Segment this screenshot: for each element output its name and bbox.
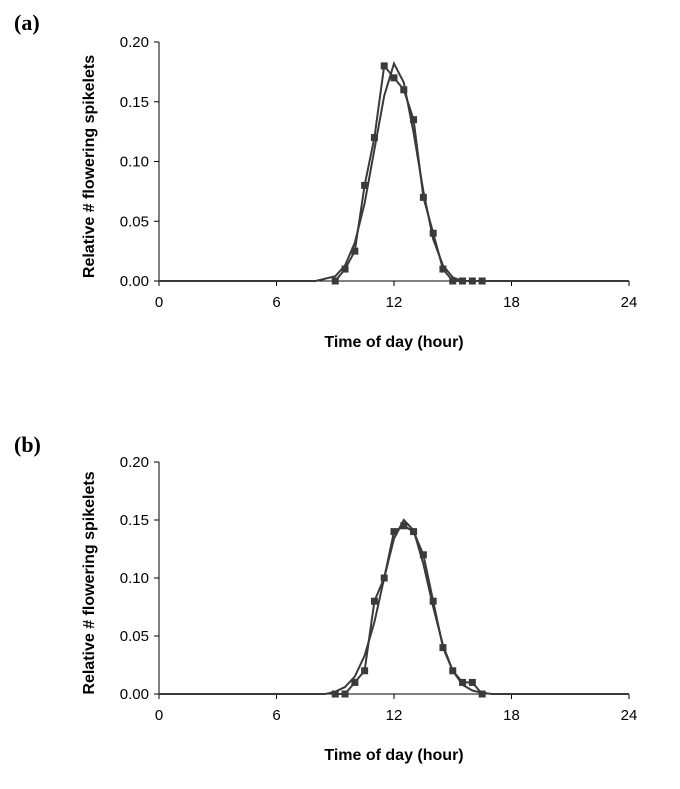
- panel-label: (b): [14, 432, 41, 457]
- data-point-marker: [361, 667, 369, 675]
- data-point-marker: [429, 597, 437, 605]
- data-point-marker: [400, 522, 408, 530]
- data-point-marker: [341, 690, 349, 698]
- data-point-marker: [351, 678, 359, 686]
- data-point-marker: [429, 229, 437, 237]
- x-axis-title: Time of day (hour): [324, 747, 463, 764]
- data-point-marker: [439, 265, 447, 273]
- y-tick-label: 0.15: [120, 512, 149, 529]
- y-tick-label: 0.10: [120, 154, 149, 171]
- data-point-marker: [351, 247, 359, 255]
- data-point-marker: [380, 62, 388, 70]
- x-tick-label: 12: [386, 707, 403, 724]
- data-point-marker: [449, 277, 457, 285]
- observed-line-series: [335, 524, 483, 695]
- x-tick-label: 6: [272, 707, 280, 724]
- fit-line-series: [159, 60, 629, 282]
- y-axis-title: Relative # flowering spikelets: [81, 471, 98, 694]
- panel-label: (a): [14, 10, 40, 35]
- y-tick-label: 0.10: [120, 570, 149, 587]
- data-point-marker: [341, 265, 349, 273]
- data-point-marker: [419, 193, 427, 201]
- y-tick-label: 0.05: [120, 213, 149, 230]
- x-tick-label: 6: [272, 294, 280, 311]
- y-axis-title: Relative # flowering spikelets: [81, 55, 98, 278]
- x-tick-label: 24: [621, 294, 638, 311]
- data-point-marker: [370, 597, 378, 605]
- x-tick-label: 12: [386, 294, 403, 311]
- data-point-marker: [370, 134, 378, 142]
- y-tick-label: 0.05: [120, 628, 149, 645]
- y-tick-label: 0.00: [120, 273, 149, 290]
- data-point-marker: [331, 690, 339, 698]
- chart-panel-b: (b) 0.00 0.05 0.10 0.15 0.20 0 6 12 18 24 Time of d…: [14, 432, 637, 764]
- data-point-marker: [410, 116, 418, 124]
- data-point-marker: [468, 678, 476, 686]
- y-tick-label: 0.20: [120, 454, 149, 471]
- data-point-marker: [331, 277, 339, 285]
- data-point-marker: [361, 181, 369, 189]
- data-point-marker: [400, 86, 408, 94]
- data-point-marker: [390, 74, 398, 82]
- data-point-marker: [390, 528, 398, 536]
- fit-line-series: [159, 518, 629, 695]
- chart-panel-a: (a) 0.00 0.05 0.10 0.15 0.20 0 6 12 18 24 Time of d…: [14, 10, 637, 351]
- y-tick-label: 0.20: [120, 34, 149, 51]
- x-tick-label: 0: [155, 707, 163, 724]
- x-axis-title: Time of day (hour): [324, 334, 463, 351]
- y-tick-label: 0.00: [120, 686, 149, 703]
- data-point-marker: [459, 678, 467, 686]
- x-tick-label: 18: [503, 294, 520, 311]
- x-tick-label: 18: [503, 707, 520, 724]
- data-point-marker: [478, 690, 486, 698]
- x-tick-label: 24: [621, 707, 638, 724]
- x-tick-label: 0: [155, 294, 163, 311]
- y-tick-label: 0.15: [120, 94, 149, 111]
- data-point-marker: [419, 551, 427, 559]
